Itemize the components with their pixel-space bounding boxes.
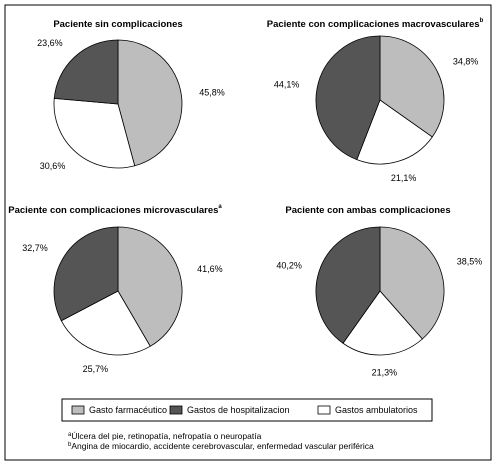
value-label: 21,3% (372, 367, 398, 377)
footnote-mark: b (68, 442, 72, 448)
legend-box (61, 398, 433, 422)
value-label: 40,2% (276, 261, 302, 271)
pie-slice (379, 226, 445, 340)
pie-slice (315, 226, 381, 344)
footnote: aÚlcera del pie, retinopatía, nefropatía… (68, 431, 262, 441)
chart-title-text: Paciente con complicaciones microvascula… (8, 205, 218, 216)
pie-slice (53, 39, 119, 105)
legend-swatch (317, 405, 331, 415)
value-label: 41,6% (197, 264, 223, 274)
chart-title: Paciente con complicaciones microvascula… (8, 204, 222, 216)
legend-swatch (71, 405, 85, 415)
pie-slice (379, 35, 445, 138)
chart-title: Paciente con complicaciones macrovascula… (267, 18, 484, 30)
pie-slice (117, 39, 183, 167)
chart-title-text: Paciente con complicaciones macrovascula… (267, 19, 480, 30)
footnote-text: Angina de miocardio, accidente cerebrova… (71, 441, 374, 451)
pie-slice (53, 226, 119, 322)
value-label: 34,8% (453, 57, 479, 67)
chart-title: Paciente sin complicaciones (53, 19, 182, 30)
legend-label: Gastos ambulatorios (335, 405, 418, 415)
footnote-text: Úlcera del pie, retinopatía, nefropatía … (71, 431, 261, 441)
footnote-mark: a (68, 432, 72, 438)
legend-swatch (169, 405, 183, 415)
value-label: 38,5% (457, 256, 483, 266)
value-label: 25,7% (83, 364, 109, 374)
value-label: 45,8% (199, 88, 225, 98)
value-label: 30,6% (40, 161, 66, 171)
pie-slice (342, 290, 423, 356)
title-note: b (480, 18, 484, 24)
pie-slice (117, 226, 183, 347)
footnote: bAngina de miocardio, accidente cerebrov… (68, 441, 374, 451)
legend-label: Gastos de hospitalizacion (187, 405, 290, 415)
chart-title-text: Paciente sin complicaciones (53, 19, 182, 30)
pie-slice (53, 97, 136, 169)
pie-slice (60, 290, 151, 356)
title-note: a (218, 204, 222, 210)
chart-title: Paciente con ambas complicaciones (285, 205, 450, 216)
value-label: 21,1% (391, 173, 417, 183)
legend-label: Gasto farmacéutico (89, 405, 167, 415)
frame (4, 4, 492, 461)
value-label: 23,6% (37, 38, 63, 48)
value-label: 32,7% (22, 243, 48, 253)
value-label: 44,1% (274, 79, 300, 89)
pie-slice (315, 35, 381, 161)
chart-title-text: Paciente con ambas complicaciones (285, 205, 450, 216)
pie-slice (356, 99, 433, 165)
